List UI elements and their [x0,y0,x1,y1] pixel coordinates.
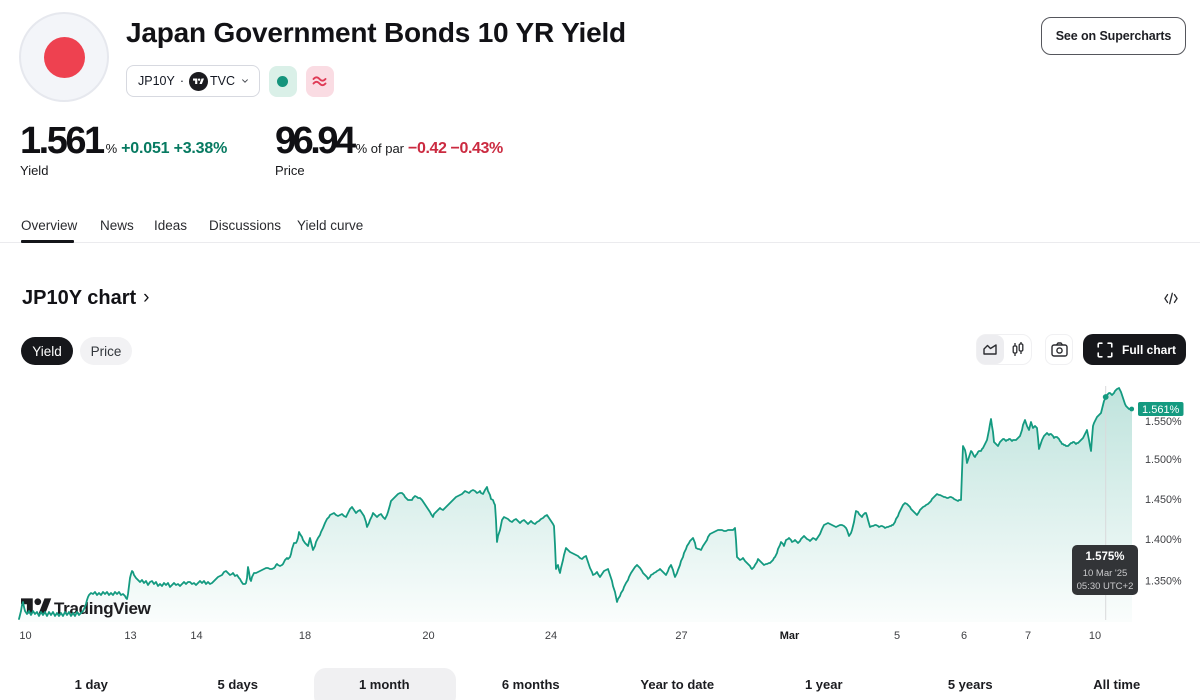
svg-text:13: 13 [124,630,136,642]
svg-text:1.450%: 1.450% [1145,494,1182,506]
svg-text:18: 18 [299,630,311,642]
svg-text:20: 20 [422,630,434,642]
svg-text:7: 7 [1025,630,1031,642]
svg-text:1.350%: 1.350% [1145,576,1182,588]
svg-text:14: 14 [190,630,202,642]
svg-text:1.500%: 1.500% [1145,454,1182,466]
svg-text:10: 10 [19,630,31,642]
svg-text:24: 24 [545,630,557,642]
svg-text:1.550%: 1.550% [1145,416,1182,428]
svg-text:10: 10 [1089,630,1101,642]
svg-text:1.400%: 1.400% [1145,534,1182,546]
svg-text:27: 27 [675,630,687,642]
svg-text:6: 6 [961,630,967,642]
svg-text:TradingView: TradingView [54,599,152,618]
svg-text:1.561%: 1.561% [1142,404,1180,416]
svg-text:Mar: Mar [780,630,800,642]
svg-text:5: 5 [894,630,900,642]
